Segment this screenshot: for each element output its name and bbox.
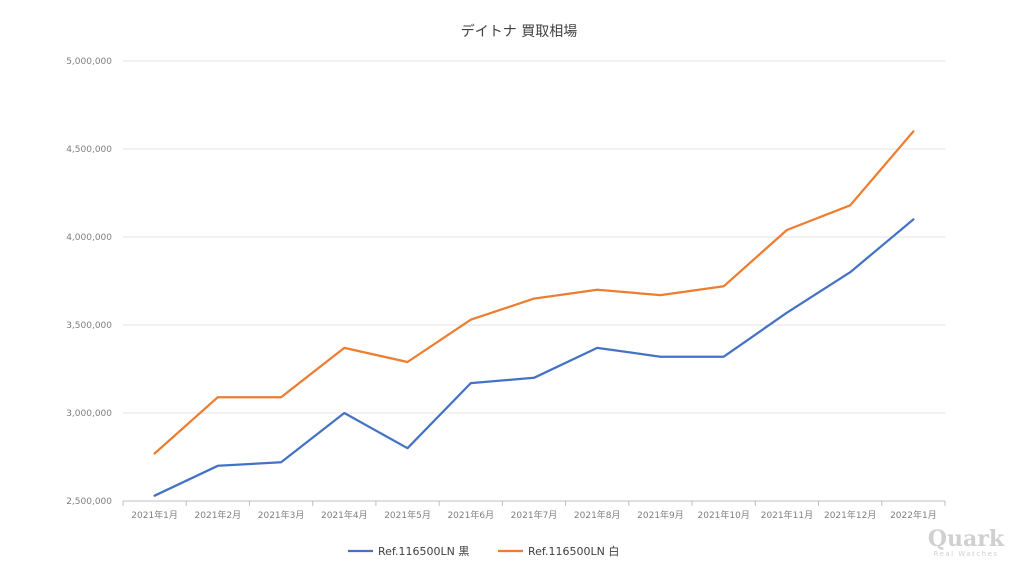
- watermark-sub-text: Real Watches: [933, 550, 998, 558]
- y-tick-label: 3,500,000: [66, 321, 112, 331]
- legend: Ref.116500LN 黒 Ref.116500LN 白: [348, 544, 619, 558]
- series-lines: [153, 130, 915, 497]
- x-tick-label: 2021年9月: [637, 509, 684, 521]
- x-tick-label: 2021年5月: [384, 509, 431, 521]
- y-tick-label: 5,000,000: [66, 57, 112, 67]
- x-tick-label: 2021年4月: [321, 509, 368, 521]
- chart-title: デイトナ 買取相場: [461, 23, 577, 40]
- x-tick-label: 2021年6月: [447, 509, 494, 521]
- y-tick-label: 4,000,000: [66, 233, 112, 243]
- watermark-logo: Quark Real Watches: [928, 526, 1005, 558]
- x-tick-label: 2021年1月: [131, 509, 178, 521]
- x-tick-label: 2022年1月: [890, 509, 937, 521]
- grid-lines: [123, 60, 945, 502]
- x-tick-label: 2021年7月: [511, 509, 558, 521]
- x-tick-label: 2021年8月: [574, 509, 621, 521]
- x-tick-label: 2021年2月: [195, 509, 242, 521]
- legend-label-1: Ref.116500LN 黒: [378, 545, 469, 558]
- y-tick-label: 2,500,000: [66, 497, 112, 507]
- y-tick-label: 4,500,000: [66, 145, 112, 155]
- series-line-2: [153, 130, 915, 455]
- x-tick-label: 2021年12月: [824, 509, 876, 521]
- y-tick-label: 3,000,000: [66, 409, 112, 419]
- x-axis-labels: 2021年1月 2021年2月 2021年3月 2021年4月 2021年5月 2021年…: [131, 509, 936, 521]
- legend-label-2: Ref.116500LN 白: [528, 544, 619, 558]
- x-tick-label: 2021年11月: [761, 509, 813, 521]
- y-axis-labels: 2,500,000 3,000,000 3,500,000 4,000,000 4,50…: [66, 57, 112, 507]
- x-tick-label: 2021年3月: [258, 509, 305, 521]
- x-tick-label: 2021年10月: [698, 509, 750, 521]
- watermark-main-text: Quark: [928, 526, 1005, 552]
- series-line-1: [153, 218, 915, 497]
- x-axis: [122, 501, 946, 506]
